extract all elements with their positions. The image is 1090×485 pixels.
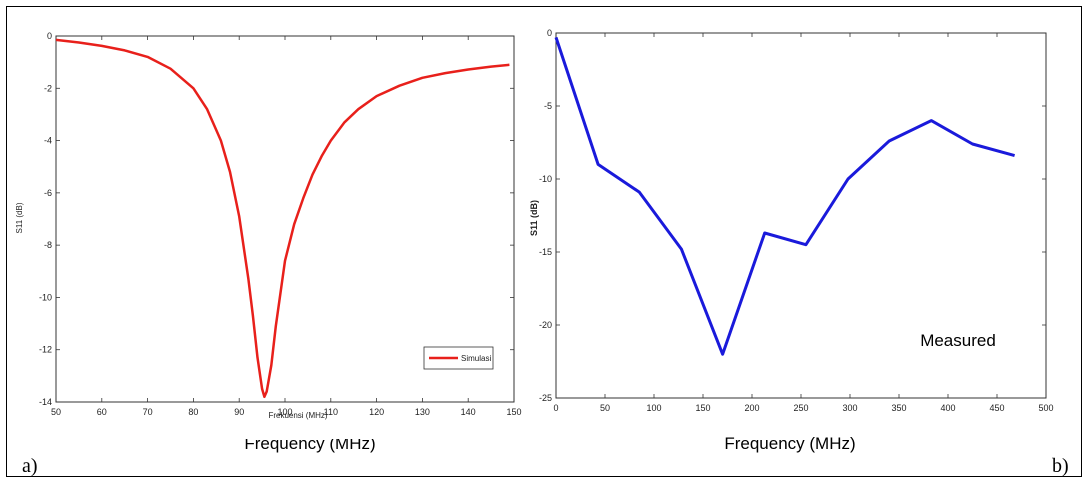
chart-b-1-x-tick-label: 0 xyxy=(553,403,558,413)
chart-a-0-x-tick-label: 130 xyxy=(415,407,430,417)
chart-a-0-y-tick-label: -12 xyxy=(39,345,52,355)
chart-a-y-axis-label: S11 (dB) xyxy=(15,202,24,233)
chart-b-1-x-tick-label: 150 xyxy=(695,403,710,413)
chart-a-0-x-tick-label: 140 xyxy=(461,407,476,417)
panel-label-a: a) xyxy=(22,455,38,477)
chart-a-simulation: 50 60 70 80 90 100 110 120 130 140 150 0 -2 -4 -6 -8 -10… xyxy=(15,31,522,453)
panel-label-b: b) xyxy=(1052,455,1069,477)
chart-a-0-y-tick-label: -14 xyxy=(39,397,52,407)
chart-a-0-x-tick-label: 70 xyxy=(143,407,153,417)
chart-b-1-x-tick-label: 300 xyxy=(842,403,857,413)
chart-a-0-x-tick-label: 120 xyxy=(369,407,384,417)
chart-b-1-x-tick-label: 500 xyxy=(1038,403,1053,413)
chart-b-1-x-tick-label: 200 xyxy=(744,403,759,413)
chart-b-annotation: Measured xyxy=(920,331,996,350)
chart-b-plot-area xyxy=(555,32,1047,399)
chart-b-1-x-tick-label: 100 xyxy=(646,403,661,413)
chart-a-0-x-tick-label: 150 xyxy=(506,407,521,417)
chart-b-1-y-tick-label: 0 xyxy=(547,28,552,38)
chart-a-legend-box xyxy=(423,346,494,370)
chart-a-0-x-tick-label: 110 xyxy=(324,407,338,417)
chart-a-0-y-tick-label: -8 xyxy=(44,240,52,250)
chart-a-overlay-mask xyxy=(200,427,440,439)
chart-a-0-y-tick-label: -6 xyxy=(44,188,52,198)
chart-b-measured: 0 50 100 150 200 250 300 350 400 450 500 0 -5 -10 -15 -… xyxy=(529,28,1054,453)
chart-b-1-x-tick-label: 400 xyxy=(940,403,955,413)
chart-b-1-y-tick-label: -10 xyxy=(539,174,552,184)
chart-a-overlay-caption: Frequency (MHz) xyxy=(200,427,440,453)
chart-a-0-y-tick-label: 0 xyxy=(47,31,52,41)
chart-b-1-x-tick-label: 450 xyxy=(989,403,1004,413)
chart-a-0-y-tick-label: -2 xyxy=(44,83,52,93)
chart-a-0-x-tick-label: 60 xyxy=(97,407,107,417)
chart-a-0-x-tick-label: 90 xyxy=(234,407,244,417)
figure-frame xyxy=(6,6,1082,477)
chart-b-series-measured-line xyxy=(554,36,1015,356)
chart-a-series-simulasi-line xyxy=(55,38,510,399)
chart-a-0-y-tick-label: -4 xyxy=(44,136,52,146)
chart-a-0-x-tick-label: 80 xyxy=(188,407,198,417)
chart-b-1-y-tick-label: -25 xyxy=(539,393,552,403)
chart-b-y-axis-label: S11 (dB) xyxy=(529,200,539,236)
chart-b-1-y-tick-label: -5 xyxy=(544,101,552,111)
chart-a-legend: Simulasi xyxy=(423,346,494,370)
chart-a-0-x-tick-label: 100 xyxy=(277,407,292,417)
chart-b-1-y-tick-label: -15 xyxy=(539,247,552,257)
chart-b-1-x-tick-label: 250 xyxy=(793,403,808,413)
chart-b-1-x-tick-label: 50 xyxy=(600,403,610,413)
chart-a-legend-label: Simulasi xyxy=(461,354,491,363)
chart-a-x-axis-label: Frekuensi (MHz) xyxy=(268,411,327,420)
chart-a-0-y-tick-label: -10 xyxy=(39,292,52,302)
chart-b-x-axis-label: Frequency (MHz) xyxy=(724,434,855,453)
chart-b-1-y-tick-label: -20 xyxy=(539,320,552,330)
chart-a-0-x-tick-label: 50 xyxy=(51,407,61,417)
chart-b-1-x-tick-label: 350 xyxy=(891,403,906,413)
